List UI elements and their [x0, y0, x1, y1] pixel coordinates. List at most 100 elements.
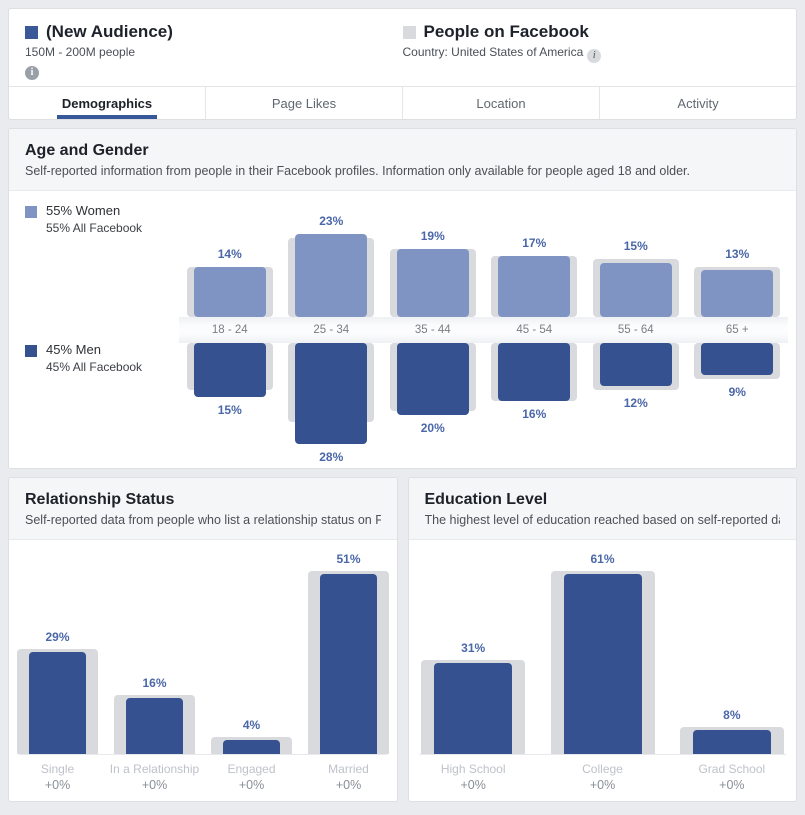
category-label-in-a-relationship: In a Relationship: [109, 762, 200, 776]
relationship-panel: Relationship Status Self-reported data f…: [8, 477, 398, 802]
category-label-college: College: [582, 762, 623, 776]
bar-single[interactable]: [29, 651, 86, 754]
value-label-engaged: 4%: [242, 717, 261, 732]
age-gender-chart: 14% 15% 18 - 24 23% 28% 25 - 34 19% 20% 35 - 44 1…: [179, 191, 788, 468]
bottom-row: Relationship Status Self-reported data f…: [8, 477, 797, 802]
value-label-men-18-24: 15%: [217, 403, 242, 417]
bar-women-45-54[interactable]: [498, 255, 571, 317]
bar-men-35-44[interactable]: [396, 343, 469, 415]
audience-title: (New Audience): [46, 22, 173, 41]
tab-page-likes[interactable]: Page Likes: [205, 87, 402, 119]
delta-label-engaged: +0%: [238, 778, 265, 792]
info-icon[interactable]: i: [587, 49, 602, 63]
age-range-label-45-54: 45 - 54: [516, 324, 553, 336]
legend-men: 45% Men 45% All Facebook: [25, 342, 142, 374]
bar-high-school[interactable]: [434, 662, 513, 754]
value-label-men-55-64: 12%: [623, 395, 648, 410]
education-title: Education Level: [424, 491, 548, 508]
education-panel-header: Education Level The highest level of edu…: [408, 478, 796, 540]
header-row: (New Audience) 150M - 200M people i Peop…: [9, 9, 796, 86]
value-label-women-45-54: 17%: [522, 235, 547, 250]
age-gender-title: Age and Gender: [25, 142, 149, 159]
bar-women-65[interactable]: [701, 270, 774, 317]
header-card: (New Audience) 150M - 200M people i Peop…: [8, 8, 797, 120]
bar-men-55-64[interactable]: [599, 343, 672, 387]
legend-men-label: 45% Men: [46, 342, 101, 357]
value-label-men-65: 9%: [728, 385, 746, 399]
age-axis-band: [179, 317, 788, 343]
value-label-women-55-64: 15%: [623, 239, 648, 254]
tab-bar: Demographics Page Likes Location Activit…: [9, 86, 796, 119]
bar-grad-school[interactable]: [692, 730, 771, 754]
value-label-men-45-54: 16%: [522, 406, 547, 421]
value-label-women-25-34: 23%: [319, 214, 344, 229]
legend-women-sub: 55% All Facebook: [46, 221, 143, 235]
tab-demographics[interactable]: Demographics: [9, 87, 205, 119]
women-swatch-icon: [25, 206, 37, 218]
bar-men-45-54[interactable]: [498, 343, 571, 401]
value-label-men-35-44: 20%: [420, 421, 445, 435]
legend-women: 55% Women 55% All Facebook: [25, 203, 142, 235]
delta-label-high-school: +0%: [460, 778, 486, 792]
age-range-label-35-44: 35 - 44: [414, 324, 451, 336]
bar-men-65[interactable]: [701, 343, 774, 376]
bar-in-a-relationship[interactable]: [126, 697, 183, 754]
delta-label-college: +0%: [589, 778, 616, 792]
bar-college[interactable]: [563, 574, 642, 754]
bar-married[interactable]: [320, 574, 377, 754]
age-gender-panel-header: Age and Gender Self-reported information…: [9, 129, 796, 191]
value-label-in-a-relationship: 16%: [142, 675, 167, 690]
value-label-men-25-34: 28%: [319, 449, 344, 464]
relationship-chart: 29% Single +0% 16% In a Relationship +0% 4% Eng…: [9, 540, 397, 797]
value-label-married: 51%: [336, 552, 361, 566]
age-range-label-25-34: 25 - 34: [313, 324, 350, 336]
legend-men-sub: 45% All Facebook: [46, 360, 143, 374]
x-axis-line: [418, 754, 786, 755]
delta-label-in-a-relationship: +0%: [141, 778, 168, 792]
delta-label-married: +0%: [335, 778, 362, 792]
comparison-country: Country: United States of America i: [403, 45, 781, 63]
bar-women-55-64[interactable]: [599, 263, 672, 317]
value-label-high-school: 31%: [461, 640, 486, 655]
value-label-women-35-44: 19%: [420, 228, 445, 243]
bar-women-35-44[interactable]: [396, 248, 469, 317]
age-range-label-55-64: 55 - 64: [617, 324, 654, 336]
bar-women-25-34[interactable]: [295, 234, 368, 317]
value-label-women-65: 13%: [725, 246, 750, 261]
relationship-title: Relationship Status: [25, 491, 175, 508]
category-label-high-school: High School: [440, 762, 506, 776]
legend-women-label: 55% Women: [46, 203, 121, 218]
category-label-engaged: Engaged: [227, 762, 276, 776]
tab-location[interactable]: Location: [402, 87, 599, 119]
relationship-panel-header: Relationship Status Self-reported data f…: [9, 478, 397, 540]
value-label-college: 61%: [590, 552, 615, 566]
delta-label-single: +0%: [44, 778, 71, 792]
bar-engaged[interactable]: [223, 739, 280, 754]
bar-men-18-24[interactable]: [193, 343, 266, 397]
comparison-country-text: Country: United States of America: [402, 45, 584, 59]
bar-men-25-34[interactable]: [295, 343, 368, 444]
age-range-label-65: 65 +: [725, 324, 749, 336]
age-gender-panel: Age and Gender Self-reported information…: [8, 128, 797, 469]
category-label-grad-school: Grad School: [698, 762, 766, 776]
tab-activity[interactable]: Activity: [599, 87, 796, 119]
men-swatch-icon: [25, 345, 37, 357]
category-label-single: Single: [40, 762, 75, 776]
age-gender-body: 55% Women 55% All Facebook 45% Men 45% A…: [9, 191, 796, 468]
audience-size: 150M - 200M people: [25, 45, 136, 59]
education-chart: 31% High School +0% 61% College +0% 8% Grad Sch…: [408, 540, 796, 797]
comparison-title: People on Facebook: [423, 22, 589, 41]
bar-women-18-24[interactable]: [193, 266, 266, 317]
relationship-description: Self-reported data from people who list …: [25, 513, 381, 527]
value-label-single: 29%: [45, 629, 70, 644]
audience-header: (New Audience) 150M - 200M people i: [25, 22, 403, 80]
value-label-women-18-24: 14%: [217, 246, 242, 261]
audience-swatch-icon: [25, 25, 38, 39]
value-label-grad-school: 8%: [723, 708, 741, 723]
education-panel: Education Level The highest level of edu…: [407, 477, 797, 802]
delta-label-grad-school: +0%: [719, 778, 745, 792]
x-axis-line: [19, 754, 387, 755]
category-label-married: Married: [328, 762, 369, 776]
info-icon[interactable]: i: [25, 66, 39, 80]
